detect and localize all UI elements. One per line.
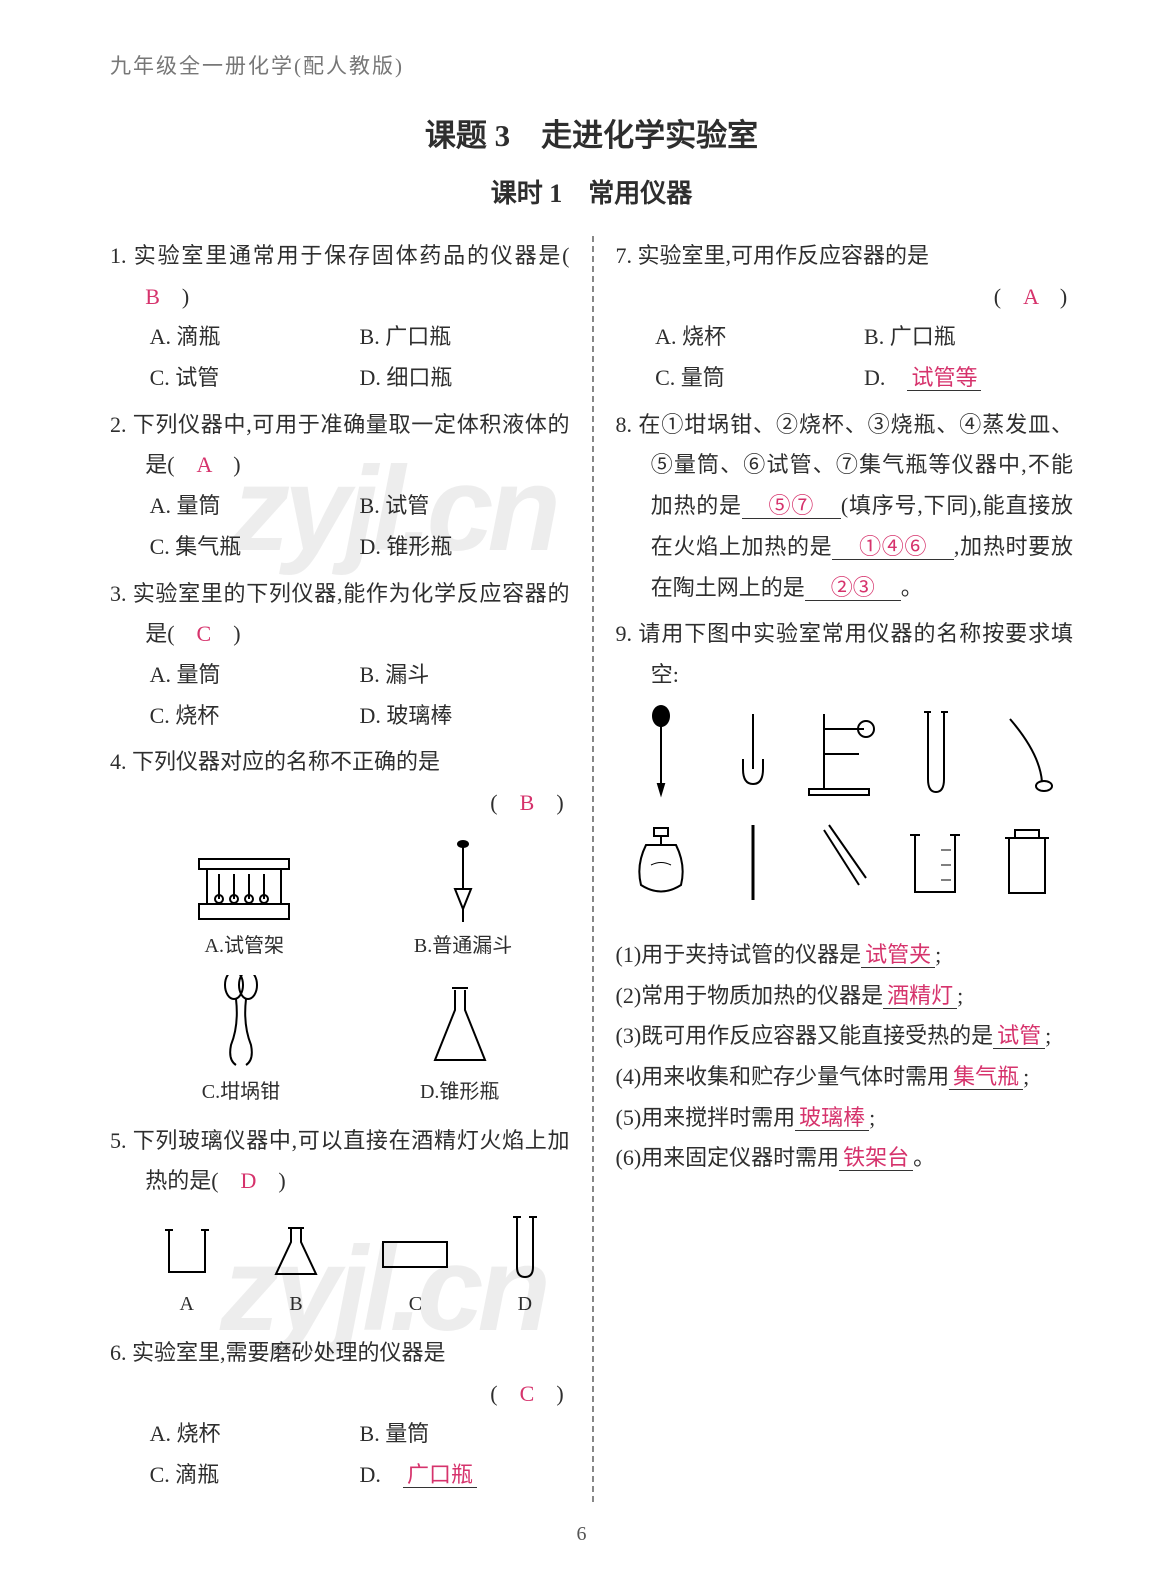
q6-answer: C xyxy=(520,1381,535,1406)
question-3: 3. 实验室里的下列仪器,能作为化学反应容器的是( C ) A. 量筒B. 漏斗… xyxy=(110,574,570,737)
q9-ans1: 试管夹 xyxy=(861,942,935,968)
iron-stand-icon xyxy=(804,704,884,799)
q1-opt-c: C. 试管 xyxy=(150,358,360,399)
gas-jar-icon xyxy=(997,820,1057,905)
q1-opt-d: D. 细口瓶 xyxy=(360,358,570,399)
crucible-tongs-icon xyxy=(206,975,276,1070)
q7-stem: 7. 实验室里,可用作反应容器的是 xyxy=(616,236,1074,277)
q3-opt-d: D. 玻璃棒 xyxy=(360,696,570,737)
q4-fig-c: C.坩埚钳 xyxy=(202,975,280,1111)
q9-part3: (3)既可用作反应容器又能直接受热的是试管; xyxy=(616,1016,1074,1057)
q7-fill: 试管等 xyxy=(907,365,981,391)
q8-ans1: ⑤⑦ xyxy=(742,493,841,519)
question-4: 4. 下列仪器对应的名称不正确的是 ( B ) A.试管架 xyxy=(110,742,570,1110)
q4-fig-d: D.锥形瓶 xyxy=(420,980,500,1111)
page-number: 6 xyxy=(0,1523,1163,1546)
dish-icon xyxy=(375,1222,455,1282)
q7-answer: A xyxy=(1023,284,1038,309)
q5-fig-b: B xyxy=(266,1222,326,1323)
q2-opt-b: B. 试管 xyxy=(360,486,570,527)
q2-stem: 2. 下列仪器中,可用于准确量取一定体积液体的是( xyxy=(110,412,570,478)
q4-fig-a: A.试管架 xyxy=(189,844,299,965)
alcohol-lamp-icon xyxy=(626,820,696,905)
q5-stem: 5. 下列玻璃仪器中,可以直接在酒精灯火焰上加热的是( xyxy=(110,1128,570,1194)
q6-opt-a: A. 烧杯 xyxy=(150,1414,360,1455)
q3-opt-c: C. 烧杯 xyxy=(150,696,360,737)
tweezers-icon xyxy=(814,820,874,905)
lesson-subtitle: 课时 1 常用仪器 xyxy=(110,173,1073,210)
q1-stem: 1. 实验室里通常用于保存固体药品的仪器是( xyxy=(110,243,592,268)
q6-opt-c: C. 滴瓶 xyxy=(150,1455,360,1496)
spoon-icon xyxy=(1000,704,1055,799)
question-7: 7. 实验室里,可用作反应容器的是 ( A ) A. 烧杯B. 广口瓶 C. 量… xyxy=(616,236,1074,399)
question-9: 9. 请用下图中实验室常用仪器的名称按要求填空: (1)用于夹持试管的仪器是试管… xyxy=(616,614,1074,1179)
funnel-icon xyxy=(433,834,493,924)
q7-opt-b: B. 广口瓶 xyxy=(864,317,1073,358)
right-column: 7. 实验室里,可用作反应容器的是 ( A ) A. 烧杯B. 广口瓶 C. 量… xyxy=(592,236,1074,1502)
q4-fig-b: B.普通漏斗 xyxy=(414,834,512,965)
q5-fig-a: A xyxy=(157,1222,217,1323)
q2-answer: A xyxy=(197,452,212,477)
q3-stem: 3. 实验室里的下列仪器,能作为化学反应容器的是( xyxy=(110,581,570,647)
test-tube-rack-icon xyxy=(189,844,299,924)
q5-answer: D xyxy=(241,1168,257,1193)
q3-opt-b: B. 漏斗 xyxy=(360,655,570,696)
page-header: 九年级全一册化学(配人教版) xyxy=(110,50,1073,80)
q9-ans6: 铁架台 xyxy=(839,1145,913,1171)
q9-part6: (6)用来固定仪器时需用铁架台。 xyxy=(616,1138,1074,1179)
q6-stem: 6. 实验室里,需要磨砂处理的仪器是 xyxy=(110,1333,570,1374)
glass-rod-icon xyxy=(738,820,768,905)
q1-opt-a: A. 滴瓶 xyxy=(150,317,360,358)
q9-ans4: 集气瓶 xyxy=(949,1064,1023,1090)
question-6: 6. 实验室里,需要磨砂处理的仪器是 ( C ) A. 烧杯B. 量筒 C. 滴… xyxy=(110,1333,570,1496)
q1-opt-b: B. 广口瓶 xyxy=(360,317,570,358)
test-tube-icon xyxy=(505,1212,545,1282)
question-2: 2. 下列仪器中,可用于准确量取一定体积液体的是( A ) A. 量筒B. 试管… xyxy=(110,405,570,568)
q1-answer: B xyxy=(145,284,160,309)
beaker-icon xyxy=(157,1222,217,1282)
q9-ans3: 试管 xyxy=(993,1023,1045,1049)
q7-opt-c: C. 量筒 xyxy=(655,358,864,399)
q6-fill: 广口瓶 xyxy=(403,1462,477,1488)
q8-ans2: ①④⑥ xyxy=(832,534,954,560)
q3-answer: C xyxy=(197,621,212,646)
test-tube-icon xyxy=(916,704,956,799)
q2-opt-c: C. 集气瓶 xyxy=(150,527,360,568)
lesson-title: 课题 3 走进化学实验室 xyxy=(110,110,1073,155)
q9-ans5: 玻璃棒 xyxy=(795,1105,869,1131)
q5-fig-c: C xyxy=(375,1222,455,1323)
conical-flask-icon xyxy=(420,980,500,1070)
q9-part2: (2)常用于物质加热的仪器是酒精灯; xyxy=(616,976,1074,1017)
left-column: 1. 实验室里通常用于保存固体药品的仪器是( B ) A. 滴瓶B. 广口瓶 C… xyxy=(110,236,592,1502)
dropper-icon xyxy=(636,704,686,799)
q2-opt-d: D. 锥形瓶 xyxy=(360,527,570,568)
conical-flask-icon xyxy=(266,1222,326,1282)
q3-opt-a: A. 量筒 xyxy=(150,655,360,696)
q9-ans2: 酒精灯 xyxy=(883,983,957,1009)
q9-stem: 9. 请用下图中实验室常用仪器的名称按要求填空: xyxy=(616,614,1074,695)
question-8: 8. 在①坩埚钳、②烧杯、③烧瓶、④蒸发皿、⑤量筒、⑥试管、⑦集气瓶等仪器中,不… xyxy=(616,405,1074,608)
beaker-icon xyxy=(903,820,968,905)
q9-part5: (5)用来搅拌时需用玻璃棒; xyxy=(616,1098,1074,1139)
q5-fig-d: D xyxy=(505,1212,545,1323)
apparatus-grid xyxy=(616,704,1074,927)
test-tube-holder-icon xyxy=(723,704,783,799)
q9-part1: (1)用于夹持试管的仪器是试管夹; xyxy=(616,935,1074,976)
q6-opt-b: B. 量筒 xyxy=(360,1414,570,1455)
q9-part4: (4)用来收集和贮存少量气体时需用集气瓶; xyxy=(616,1057,1074,1098)
q7-opt-a: A. 烧杯 xyxy=(655,317,864,358)
q2-opt-a: A. 量筒 xyxy=(150,486,360,527)
q8-ans3: ②③ xyxy=(805,575,901,601)
q4-stem: 4. 下列仪器对应的名称不正确的是 xyxy=(110,742,570,783)
question-5: 5. 下列玻璃仪器中,可以直接在酒精灯火焰上加热的是( D ) A B C xyxy=(110,1121,570,1323)
q4-answer: B xyxy=(520,790,535,815)
question-1: 1. 实验室里通常用于保存固体药品的仪器是( B ) A. 滴瓶B. 广口瓶 C… xyxy=(110,236,570,399)
